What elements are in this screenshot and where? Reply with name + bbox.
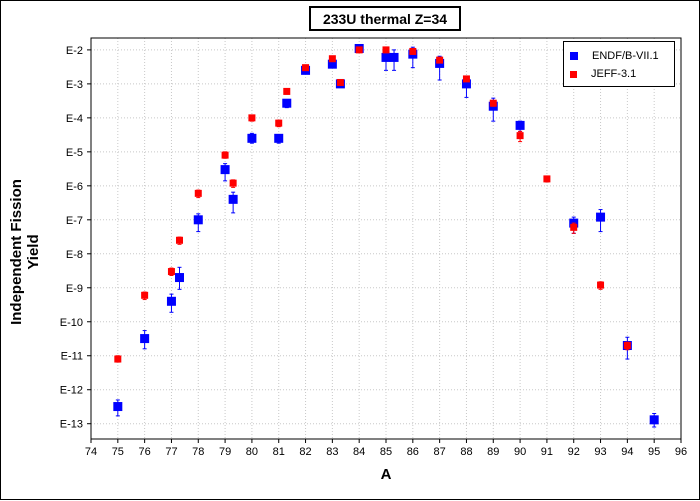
y-tick-label: E-5 bbox=[66, 147, 83, 159]
endf-data-point bbox=[381, 52, 391, 62]
chart-title: 233U thermal Z=34 bbox=[309, 6, 461, 31]
endf-data-point bbox=[649, 415, 659, 425]
jeff-data-point bbox=[194, 189, 202, 197]
endf-data-point bbox=[140, 334, 150, 344]
jeff-data-point bbox=[355, 46, 363, 54]
jeff-data-point bbox=[283, 87, 291, 95]
y-tick-label: E-2 bbox=[66, 45, 83, 57]
endf-data-point bbox=[461, 79, 471, 89]
endf-data-point bbox=[389, 52, 399, 62]
x-tick-label: 95 bbox=[648, 446, 660, 458]
x-tick-label: 86 bbox=[407, 446, 419, 458]
legend-marker-jeff bbox=[570, 70, 577, 78]
x-tick-label: 93 bbox=[594, 446, 606, 458]
jeff-data-point bbox=[176, 236, 183, 244]
endf-data-point bbox=[282, 98, 292, 108]
endf-data-point bbox=[166, 296, 176, 306]
legend-label-jeff: JEFF-3.1 bbox=[591, 68, 637, 80]
endf-data-point bbox=[515, 120, 525, 130]
x-tick-label: 88 bbox=[460, 446, 472, 458]
jeff-data-point bbox=[462, 75, 470, 83]
jeff-data-point bbox=[336, 78, 344, 86]
x-tick-label: 74 bbox=[85, 446, 97, 458]
x-tick-label: 75 bbox=[112, 446, 124, 458]
legend-marker-endf bbox=[570, 52, 578, 60]
endf-data-point bbox=[596, 212, 606, 222]
x-tick-label: 91 bbox=[541, 446, 553, 458]
jeff-data-point bbox=[623, 342, 631, 350]
y-tick-label: E-3 bbox=[66, 79, 83, 91]
x-tick-label: 80 bbox=[246, 446, 258, 458]
x-tick-label: 94 bbox=[621, 446, 633, 458]
y-axis-label: Independent Fission Yield bbox=[8, 179, 42, 325]
jeff-data-point bbox=[570, 223, 578, 231]
x-tick-label: 89 bbox=[487, 446, 499, 458]
y-tick-label: E-10 bbox=[60, 317, 83, 329]
x-tick-label: 90 bbox=[514, 446, 526, 458]
x-tick-label: 79 bbox=[219, 446, 231, 458]
x-tick-label: 76 bbox=[139, 446, 151, 458]
y-tick-label: E-4 bbox=[66, 113, 83, 125]
endf-data-point bbox=[274, 133, 284, 143]
legend: ENDF/B-VII.1 JEFF-3.1 bbox=[563, 41, 675, 87]
x-tick-label: 83 bbox=[326, 446, 338, 458]
endf-data-point bbox=[113, 402, 123, 412]
x-tick-label: 82 bbox=[299, 446, 311, 458]
endf-data-point bbox=[228, 194, 238, 204]
x-tick-label: 77 bbox=[165, 446, 177, 458]
jeff-data-point bbox=[382, 46, 390, 54]
y-tick-label: E-12 bbox=[60, 385, 83, 397]
jeff-data-point bbox=[328, 55, 336, 63]
endf-data-point bbox=[193, 215, 203, 225]
jeff-data-point bbox=[516, 132, 524, 140]
jeff-data-point bbox=[221, 151, 229, 159]
jeff-data-point bbox=[489, 99, 497, 107]
x-tick-label: 92 bbox=[568, 446, 580, 458]
y-tick-label: E-9 bbox=[66, 283, 83, 295]
jeff-data-point bbox=[543, 175, 551, 183]
x-tick-label: 78 bbox=[192, 446, 204, 458]
legend-label-endf: ENDF/B-VII.1 bbox=[592, 50, 659, 62]
y-tick-label: E-6 bbox=[66, 181, 83, 193]
endf-data-point bbox=[220, 165, 230, 175]
legend-entry-jeff: JEFF-3.1 bbox=[570, 68, 636, 80]
y-tick-label: E-11 bbox=[61, 351, 83, 363]
jeff-data-point bbox=[167, 268, 175, 276]
legend-entry-endf: ENDF/B-VII.1 bbox=[570, 50, 659, 62]
x-tick-label: 85 bbox=[380, 446, 392, 458]
jeff-data-point bbox=[275, 119, 283, 127]
y-tick-label: E-8 bbox=[66, 249, 83, 261]
x-tick-label: 96 bbox=[675, 446, 687, 458]
jeff-data-point bbox=[248, 114, 256, 122]
x-tick-label: 84 bbox=[353, 446, 365, 458]
y-tick-label: E-13 bbox=[60, 419, 83, 431]
jeff-data-point bbox=[302, 64, 310, 72]
jeff-data-point bbox=[597, 281, 605, 289]
jeff-data-point bbox=[114, 355, 122, 363]
endf-data-point bbox=[327, 59, 337, 69]
x-tick-label: 81 bbox=[273, 446, 285, 458]
endf-data-point bbox=[175, 273, 184, 283]
jeff-data-point bbox=[229, 179, 237, 187]
jeff-data-point bbox=[141, 291, 149, 299]
endf-data-point bbox=[247, 133, 257, 143]
jeff-data-point bbox=[436, 56, 444, 64]
y-tick-label: E-7 bbox=[66, 215, 83, 227]
x-tick-label: 87 bbox=[434, 446, 446, 458]
jeff-data-point bbox=[409, 47, 417, 55]
plot-border bbox=[90, 37, 682, 440]
x-axis-label: A bbox=[380, 466, 392, 483]
